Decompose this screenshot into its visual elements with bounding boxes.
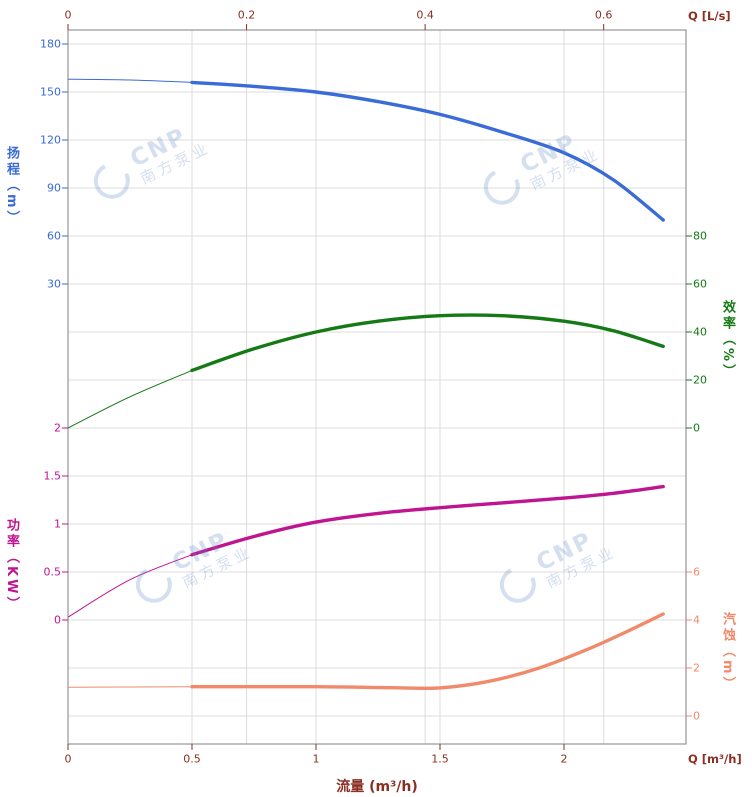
- tick-power-0.5: 0.5: [43, 565, 62, 579]
- tick-marks: [62, 24, 692, 750]
- tick-bottom-2: 2: [560, 752, 568, 766]
- tick-eff-60: 60: [693, 277, 707, 291]
- gridlines: [68, 30, 686, 744]
- tick-head-30: 30: [47, 277, 61, 291]
- tick-eff-80: 80: [693, 229, 707, 243]
- curve-head: [190, 80, 665, 222]
- tick-bottom-0.5: 0.5: [183, 752, 201, 766]
- tick-top-0.4: 0.4: [416, 8, 434, 22]
- tick-top-0.6: 0.6: [594, 8, 613, 22]
- curve-eff: [190, 313, 665, 373]
- tick-top-0.2: 0.2: [237, 8, 256, 22]
- curve-head-thin: [67, 78, 193, 83]
- tick-npsh-0: 0: [693, 709, 700, 723]
- tick-head-120: 120: [40, 133, 61, 147]
- tick-eff-0: 0: [693, 421, 700, 435]
- tick-eff-20: 20: [693, 373, 707, 387]
- tick-power-1: 1: [54, 517, 61, 531]
- tick-eff-40: 40: [693, 325, 707, 339]
- curve-npsh: [190, 612, 665, 691]
- curve-power: [190, 484, 665, 557]
- tick-bottom-1.5: 1.5: [431, 752, 449, 766]
- top-axis-unit-label: Q [L/s]: [688, 9, 731, 23]
- tick-power-2: 2: [54, 421, 61, 435]
- tick-bottom-1: 1: [312, 752, 320, 766]
- tick-head-180: 180: [40, 37, 61, 51]
- curve-eff-thin: [67, 369, 193, 429]
- tick-npsh-4: 4: [693, 613, 700, 627]
- tick-npsh-2: 2: [693, 661, 700, 675]
- tick-head-90: 90: [47, 181, 61, 195]
- head-axis-title: 扬程（m）: [4, 146, 19, 227]
- tick-power-0: 0: [54, 613, 61, 627]
- tick-head-60: 60: [47, 229, 61, 243]
- x-axis-title: 流量 (m³/h): [336, 779, 418, 795]
- tick-npsh-6: 6: [693, 565, 700, 579]
- curve-power-thin: [67, 554, 193, 618]
- tick-bottom-0: 0: [64, 752, 72, 766]
- tick-top-0: 0: [64, 8, 72, 22]
- efficiency-axis-title: 效率（%）: [720, 300, 735, 381]
- power-axis-title: 功率（KW）: [4, 518, 19, 613]
- plot-border: [67, 29, 687, 745]
- tick-head-150: 150: [40, 85, 61, 99]
- npsh-axis-title: 汽蚀（m）: [720, 612, 735, 693]
- tick-power-1.5: 1.5: [43, 469, 62, 483]
- bottom-axis-unit-label: Q [m³/h]: [688, 752, 742, 766]
